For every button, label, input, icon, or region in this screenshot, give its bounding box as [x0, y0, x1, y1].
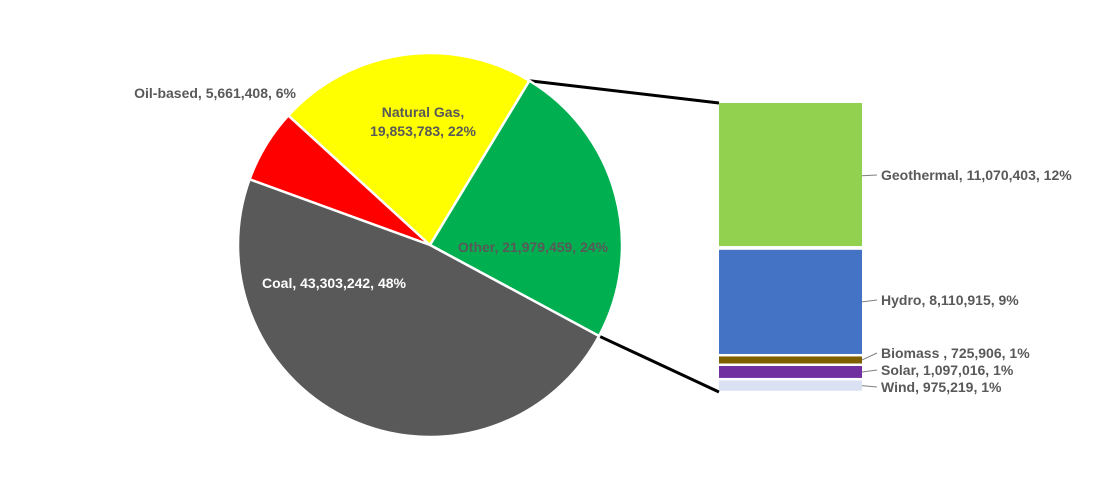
bar-label-biomass: Biomass , 725,906, 1% [881, 345, 1030, 361]
pie-slice-coal [236, 177, 601, 439]
pie-label-natural-gas: Natural Gas, 19,853,783, 22% [370, 104, 476, 139]
pie-slice-other [428, 78, 624, 338]
leader-line-hydro [861, 299, 878, 303]
leader-line-wind [861, 385, 878, 388]
pie [236, 51, 624, 439]
pie-label-other: Other, 21,979,459, 24% [458, 239, 609, 255]
bar-segment-hydro [719, 249, 862, 354]
bar-segment-biomass [719, 356, 862, 364]
bar-segment-geothermal [719, 103, 862, 247]
bar-label-solar: Solar, 1,097,016, 1% [881, 362, 1014, 378]
leader-line-biomass [861, 352, 878, 361]
bar-label-hydro: Hydro, 8,110,915, 9% [881, 292, 1019, 308]
leader-line-solar [861, 369, 878, 373]
connector-lines [529, 79, 720, 394]
bar-segment-wind [719, 380, 862, 391]
pie-label-coal: Coal, 43,303,242, 48% [262, 275, 407, 291]
bar-label-wind: Wind, 975,219, 1% [881, 379, 1002, 395]
pie-slice-natural-gas [286, 51, 532, 247]
pie-label-oil-based: Oil-based, 5,661,408, 6% [134, 85, 296, 101]
bar-segment-solar [719, 366, 862, 378]
data-labels: Oil-based, 5,661,408, 6% Natural Gas, 19,8… [134, 85, 1072, 395]
bar-label-geothermal: Geothermal, 11,070,403, 12% [881, 167, 1072, 183]
connector-line-top [529, 79, 720, 105]
stacked-bar [719, 103, 862, 391]
leader-line-geothermal [861, 174, 878, 177]
connector-line-bottom [598, 334, 720, 394]
